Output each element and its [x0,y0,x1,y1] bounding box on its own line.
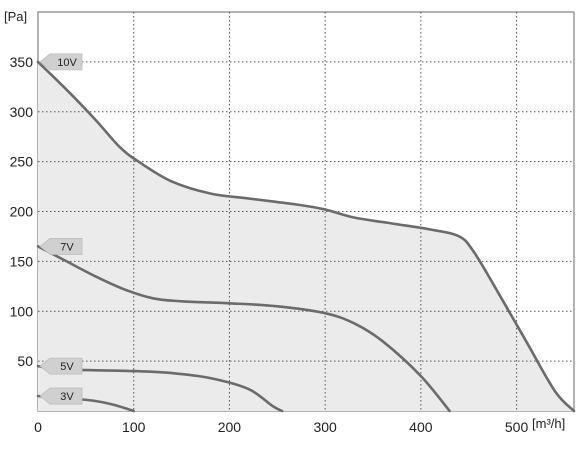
y-axis-tick-labels: 50 100 150 200 250 300 350 [10,54,34,369]
x-tick-label: 300 [313,419,337,435]
x-tick-label: 0 [34,419,42,435]
y-tick-label: 150 [10,253,34,269]
curve-7v [36,245,451,413]
y-tick-label: 250 [10,154,34,170]
y-tick-label: 100 [10,303,34,319]
x-axis-tick-labels: 0 100 200 300 400 500 [34,419,528,435]
x-tick-label: 100 [122,419,146,435]
x-tick-label: 400 [409,419,433,435]
series-tag-3v: 3V [39,387,83,405]
series-tag-7v: 7V [39,238,83,255]
series-tag-5v: 5V [39,357,83,375]
series-tag-10v: 10V [39,53,83,71]
y-tick-label: 350 [10,54,34,70]
y-tick-label: 300 [10,104,34,120]
grid-lines [38,12,574,411]
svg-text:10V: 10V [57,57,77,69]
y-axis-unit-label: [Pa] [4,9,27,24]
svg-text:7V: 7V [60,241,74,253]
svg-text:5V: 5V [60,361,74,373]
curve-10v [36,60,576,413]
svg-text:3V: 3V [60,391,74,403]
series-labels: 10V 7V 5V 3V [39,53,83,405]
y-tick-label: 200 [10,204,34,220]
x-tick-label: 500 [505,419,529,435]
x-axis-unit-label: [m³/h] [532,416,565,431]
y-tick-label: 50 [17,353,33,369]
operating-area-fill [38,61,574,412]
x-tick-label: 200 [218,419,242,435]
